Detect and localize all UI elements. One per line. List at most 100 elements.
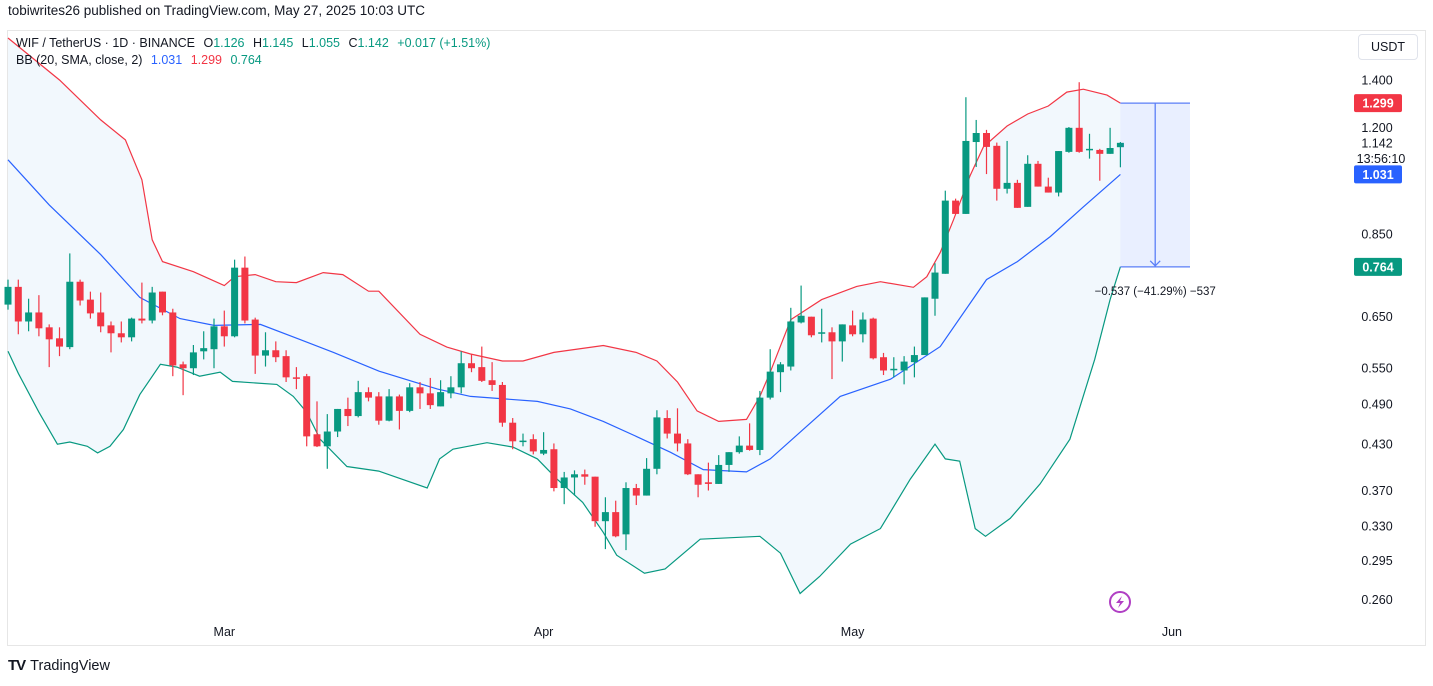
change-value: +0.017 (+1.51%) bbox=[397, 36, 491, 50]
candle bbox=[663, 410, 671, 439]
candle-body bbox=[941, 200, 949, 274]
candle bbox=[200, 331, 208, 360]
candle bbox=[694, 474, 702, 498]
candle-body bbox=[76, 281, 84, 301]
candle bbox=[334, 408, 342, 438]
price-badge-label: 1.031 bbox=[1362, 168, 1393, 182]
lightning-icon[interactable] bbox=[1109, 591, 1131, 613]
candle bbox=[1055, 151, 1063, 197]
candle-body bbox=[354, 392, 362, 417]
candle bbox=[910, 346, 918, 378]
candle bbox=[550, 443, 558, 492]
candle bbox=[900, 356, 908, 385]
candle-body bbox=[189, 352, 197, 369]
candle-body bbox=[540, 449, 548, 454]
candle-body bbox=[200, 348, 208, 352]
symbol-legend[interactable]: WIF / TetherUS · 1D · BINANCE O1.126 H1.… bbox=[16, 36, 495, 50]
candle-body bbox=[159, 291, 166, 313]
price-range-measure[interactable]: −0.537 (−41.29%) −537 bbox=[1095, 102, 1216, 298]
indicator-legend[interactable]: BB (20, SMA, close, 2) 1.031 1.299 0.764 bbox=[16, 53, 267, 67]
candle-body bbox=[406, 387, 414, 411]
candle-body bbox=[251, 319, 259, 356]
candle-body bbox=[694, 474, 702, 485]
candle bbox=[766, 349, 774, 400]
candle bbox=[746, 423, 754, 451]
candle bbox=[365, 387, 372, 402]
candle-body bbox=[395, 396, 403, 411]
candle bbox=[457, 351, 465, 394]
candle bbox=[1065, 127, 1073, 153]
candle-body bbox=[437, 392, 445, 407]
candle-body bbox=[622, 488, 630, 535]
price-badge: 1.299 bbox=[1354, 94, 1402, 113]
bb-basis-line bbox=[7, 159, 1121, 473]
candle-body bbox=[66, 281, 74, 348]
candle-body bbox=[107, 325, 115, 334]
bb-label: BB (20, SMA, close, 2) bbox=[16, 53, 143, 67]
price-tick-label: 0.850 bbox=[1361, 227, 1392, 241]
candle bbox=[591, 476, 599, 527]
candle bbox=[138, 282, 146, 324]
candle-body bbox=[272, 350, 280, 358]
candle bbox=[179, 361, 187, 396]
candle bbox=[323, 414, 331, 469]
candle bbox=[756, 390, 764, 456]
price-badge-label: 1.299 bbox=[1362, 97, 1393, 111]
candle-body bbox=[303, 376, 311, 437]
price-badge-bg bbox=[1354, 94, 1402, 113]
open-number: 1.126 bbox=[213, 36, 245, 50]
candle bbox=[416, 381, 424, 409]
time-axis[interactable]: Mar Apr May Jun bbox=[214, 625, 1182, 639]
candle bbox=[993, 142, 1001, 201]
band-fill-area bbox=[8, 38, 1121, 594]
candle-body bbox=[375, 396, 383, 421]
candle bbox=[983, 129, 990, 175]
open-label: O bbox=[203, 36, 214, 50]
price-tick-label: 1.200 bbox=[1361, 121, 1392, 135]
tradingview-logo-text: TradingView bbox=[30, 657, 110, 674]
price-tick-label: 0.430 bbox=[1361, 438, 1392, 452]
price-tick-label: 0.490 bbox=[1361, 397, 1392, 411]
candle-body bbox=[35, 312, 43, 329]
candle bbox=[354, 380, 362, 418]
chart-pane[interactable] bbox=[7, 30, 1426, 646]
price-tick-label: 0.260 bbox=[1361, 593, 1392, 607]
candle bbox=[375, 392, 383, 425]
price-axis[interactable]: 1.400 1.200 0.850 0.650 0.550 0.490 0.430 0.370… bbox=[1354, 74, 1405, 607]
candle bbox=[148, 286, 156, 324]
candle bbox=[313, 401, 321, 448]
candle-body bbox=[97, 312, 105, 327]
candle-body bbox=[921, 297, 929, 356]
candle bbox=[4, 279, 12, 310]
low-number: 1.055 bbox=[308, 36, 340, 50]
candle bbox=[262, 332, 269, 367]
candle bbox=[498, 381, 506, 427]
currency-button[interactable]: USDT bbox=[1358, 34, 1418, 60]
price-badge: 1.031 bbox=[1354, 165, 1402, 184]
candle-body bbox=[674, 433, 681, 444]
candle bbox=[468, 353, 475, 373]
candle bbox=[169, 308, 177, 377]
candle bbox=[66, 253, 74, 350]
tradingview-logo[interactable]: TV TradingView bbox=[8, 657, 110, 674]
price-badge-label: 0.764 bbox=[1362, 260, 1393, 274]
measure-label: −0.537 (−41.29%) −537 bbox=[1095, 286, 1216, 298]
candle-body bbox=[1034, 163, 1042, 187]
candle bbox=[406, 383, 414, 413]
candle bbox=[715, 455, 723, 484]
candle bbox=[797, 285, 805, 324]
candle bbox=[1034, 160, 1042, 187]
open-value: O1.126 bbox=[203, 36, 244, 50]
candle bbox=[818, 308, 826, 343]
candle-body bbox=[962, 140, 970, 214]
candle bbox=[519, 433, 527, 447]
price-tick-label: 0.370 bbox=[1361, 484, 1392, 498]
candle bbox=[1013, 179, 1021, 208]
candle bbox=[447, 376, 455, 399]
candle-body bbox=[447, 387, 455, 394]
candle-body bbox=[468, 363, 475, 369]
candle bbox=[303, 373, 311, 447]
candle-body bbox=[1116, 142, 1124, 148]
candle-body bbox=[797, 315, 805, 323]
